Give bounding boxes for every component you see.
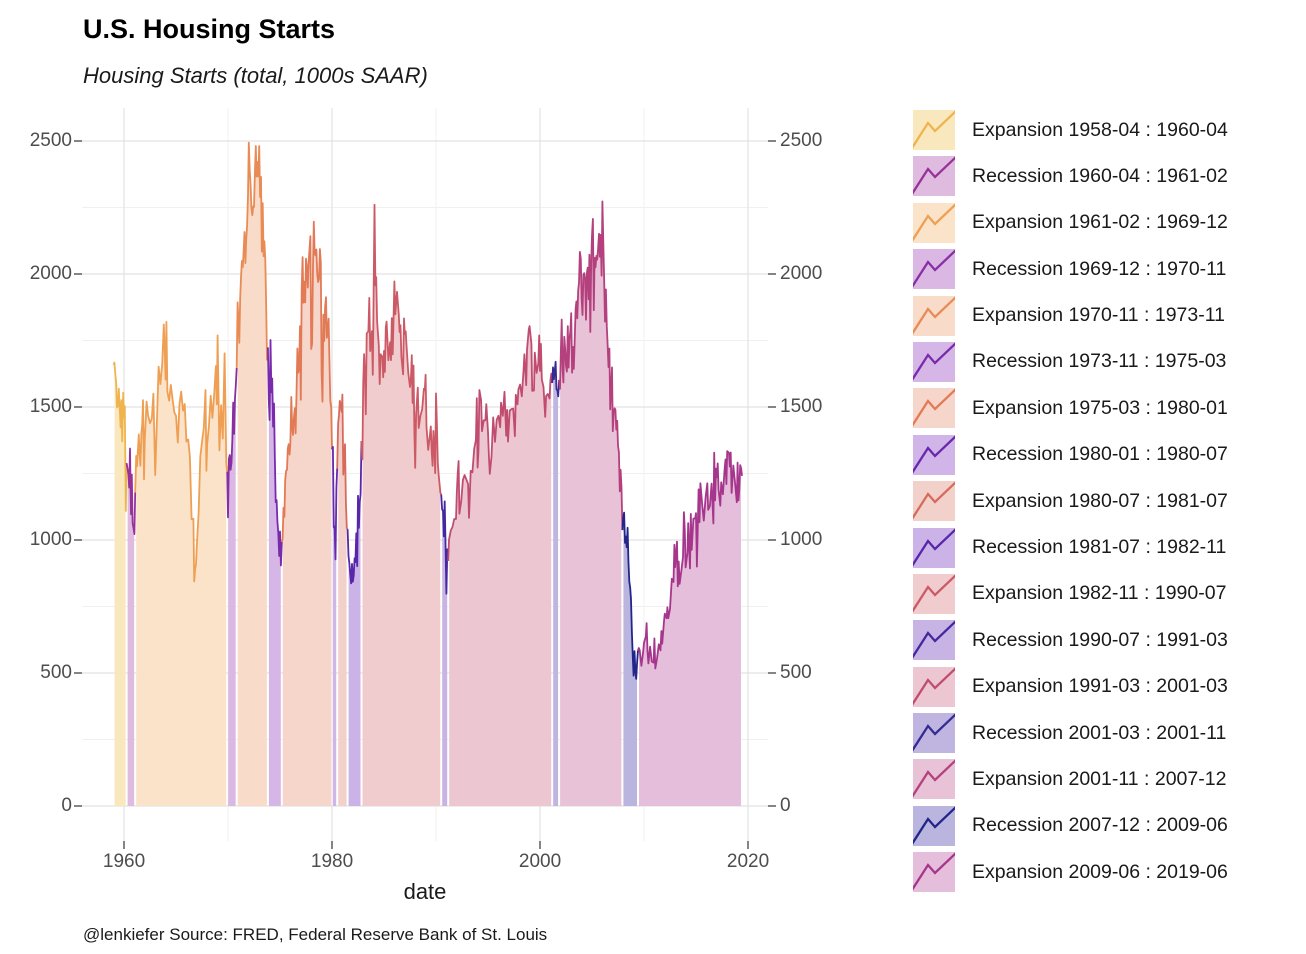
y-tick-label: 1500 bbox=[780, 395, 823, 417]
legend-entry: Expansion 1980-07 : 1981-07 bbox=[913, 481, 1228, 522]
legend-key-icon bbox=[913, 202, 955, 243]
legend-entry: Expansion 1991-03 : 2001-03 bbox=[913, 666, 1228, 707]
legend-entry-label: Recession 1969-12 : 1970-11 bbox=[972, 257, 1227, 280]
legend-entry-label: Expansion 1961-02 : 1969-12 bbox=[972, 211, 1228, 234]
legend-entry-label: Expansion 1980-07 : 1981-07 bbox=[972, 489, 1228, 512]
legend-entry: Expansion 1982-11 : 1990-07 bbox=[913, 573, 1228, 614]
legend-entry-label: Expansion 2009-06 : 2019-06 bbox=[972, 860, 1228, 883]
legend-entry: Recession 1960-04 : 1961-02 bbox=[913, 156, 1228, 197]
x-tick-label: 1980 bbox=[310, 851, 354, 872]
legend-key-icon bbox=[913, 388, 955, 429]
y-tick-label: 2000 bbox=[780, 262, 823, 284]
legend-entry-label: Recession 1973-11 : 1975-03 bbox=[972, 350, 1227, 373]
legend-entry: Recession 1969-12 : 1970-11 bbox=[913, 249, 1228, 290]
legend-entry-label: Expansion 1991-03 : 2001-03 bbox=[972, 675, 1228, 698]
legend-entry: Recession 1990-07 : 1991-03 bbox=[913, 620, 1228, 661]
y-tick-label: 1000 bbox=[780, 528, 823, 550]
legend-entry: Recession 1981-07 : 1982-11 bbox=[913, 527, 1228, 568]
x-tick-label: 2020 bbox=[726, 851, 770, 872]
legend-key-icon bbox=[913, 481, 955, 522]
legend-entry-label: Expansion 1975-03 : 1980-01 bbox=[972, 396, 1228, 419]
legend-key-icon bbox=[913, 156, 955, 197]
legend-key-icon bbox=[913, 434, 955, 475]
legend-entry: Expansion 1961-02 : 1969-12 bbox=[913, 202, 1228, 243]
y-tick-label: 2500 bbox=[29, 129, 72, 151]
y-tick-label: 1000 bbox=[29, 528, 72, 550]
legend-key-icon bbox=[913, 713, 955, 754]
legend-entry: Expansion 2001-11 : 2007-12 bbox=[913, 759, 1228, 800]
x-tick-label: 1960 bbox=[102, 851, 146, 872]
y-tick-label: 1500 bbox=[29, 395, 72, 417]
legend-key-icon bbox=[913, 759, 955, 800]
chart-subtitle: Housing Starts (total, 1000s SAAR) bbox=[83, 63, 428, 88]
page-title: U.S. Housing Starts bbox=[83, 14, 336, 44]
legend-entry-label: Expansion 2001-11 : 2007-12 bbox=[972, 767, 1227, 790]
legend-entry-label: Recession 2001-03 : 2001-11 bbox=[972, 721, 1227, 744]
legend-entry-label: Recession 2007-12 : 2009-06 bbox=[972, 814, 1228, 837]
legend-key-icon bbox=[913, 805, 955, 846]
y-tick-label: 0 bbox=[61, 794, 72, 816]
y-tick-label: 0 bbox=[780, 794, 791, 816]
legend-entry-label: Expansion 1982-11 : 1990-07 bbox=[972, 582, 1227, 605]
legend-key-icon bbox=[913, 620, 955, 661]
y-tick-label: 2500 bbox=[780, 129, 823, 151]
legend-key-icon bbox=[913, 341, 955, 382]
y-tick-label: 500 bbox=[780, 661, 812, 683]
legend-entry: Recession 1980-01 : 1980-07 bbox=[913, 434, 1228, 475]
legend-entry: Expansion 2009-06 : 2019-06 bbox=[913, 852, 1228, 893]
legend-key-icon bbox=[913, 666, 955, 707]
legend-entry: Recession 2007-12 : 2009-06 bbox=[913, 805, 1228, 846]
legend-entry-label: Recession 1960-04 : 1961-02 bbox=[972, 164, 1228, 187]
legend-entry-label: Recession 1990-07 : 1991-03 bbox=[972, 628, 1228, 651]
legend: Expansion 1958-04 : 1960-04 Recession 196… bbox=[913, 110, 1228, 899]
legend-entry: Recession 1973-11 : 1975-03 bbox=[913, 341, 1228, 382]
x-axis-title: date bbox=[403, 879, 447, 904]
y-tick-label: 500 bbox=[40, 661, 72, 683]
legend-key-icon bbox=[913, 527, 955, 568]
legend-entry-label: Recession 1981-07 : 1982-11 bbox=[972, 536, 1227, 559]
legend-entry: Expansion 1970-11 : 1973-11 bbox=[913, 295, 1228, 336]
legend-key-icon bbox=[913, 295, 955, 336]
legend-entry: Expansion 1958-04 : 1960-04 bbox=[913, 110, 1228, 150]
legend-key-icon bbox=[913, 852, 955, 893]
legend-key-icon bbox=[913, 110, 955, 150]
legend-entry: Recession 2001-03 : 2001-11 bbox=[913, 713, 1228, 754]
legend-key-icon bbox=[913, 249, 955, 290]
legend-entry-label: Recession 1980-01 : 1980-07 bbox=[972, 443, 1228, 466]
legend-entry-label: Expansion 1970-11 : 1973-11 bbox=[972, 304, 1225, 327]
y-tick-label: 2000 bbox=[29, 262, 72, 284]
legend-entry: Expansion 1975-03 : 1980-01 bbox=[913, 388, 1228, 429]
legend-key-icon bbox=[913, 573, 955, 614]
chart-caption: @lenkiefer Source: FRED, Federal Reserve… bbox=[83, 925, 548, 944]
legend-entry-label: Expansion 1958-04 : 1960-04 bbox=[972, 118, 1228, 141]
x-tick-label: 2000 bbox=[518, 851, 562, 872]
